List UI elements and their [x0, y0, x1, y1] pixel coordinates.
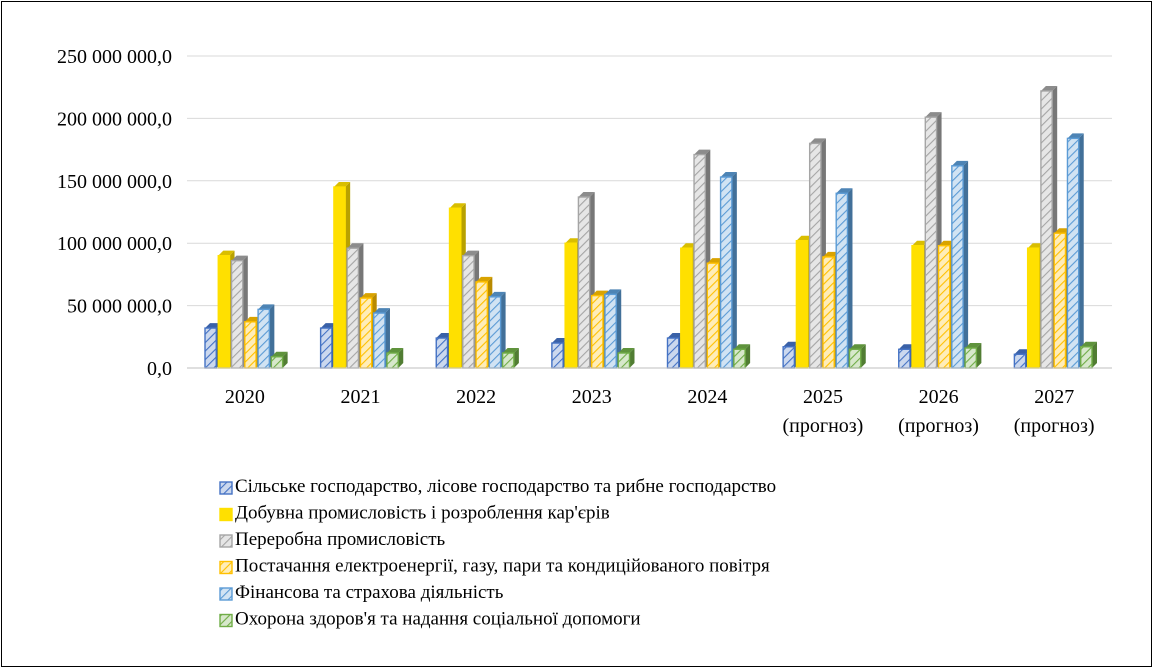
y-tick-label: 50 000 000,0 — [67, 296, 172, 318]
y-tick-label: 100 000 000,0 — [57, 233, 172, 255]
x-tick-label: 2027 — [1034, 386, 1074, 408]
x-tick-label: 2024 — [687, 386, 727, 408]
bar — [719, 172, 737, 369]
x-axis: 2020 2021 2022 2023 2024 2025 (прогноз) 2026 (пр… — [187, 367, 1112, 437]
bar — [257, 304, 275, 369]
legend-item: Добувна промисловість і розроблення кар'… — [219, 503, 610, 524]
legend-label: Охорона здоров'я та надання соціальної д… — [235, 609, 641, 630]
bar — [501, 348, 519, 369]
y-axis-tick-labels: 0,0 50 000 000,0 100 000 000,0 150 000 000,… — [57, 46, 172, 380]
legend-item: Постачання електроенергії, газу, пари та… — [219, 556, 770, 577]
bar — [1080, 341, 1097, 369]
gridlines — [187, 55, 1112, 369]
legend-item: Охорона здоров'я та надання соціальної д… — [219, 609, 641, 630]
bar — [604, 289, 622, 369]
bar — [1066, 133, 1084, 369]
x-tick-label: 2020 — [225, 386, 265, 408]
x-tick-label: (прогноз) — [1014, 415, 1095, 437]
x-tick-label: 2021 — [340, 386, 380, 408]
x-tick-label: 2023 — [572, 386, 612, 408]
y-tick-label: 200 000 000,0 — [57, 108, 172, 130]
y-tick-label: 250 000 000,0 — [57, 46, 172, 68]
bars — [204, 85, 1097, 369]
legend-label: Переробна промисловість — [235, 529, 446, 550]
bar — [733, 344, 751, 369]
legend-item: Сільське господарство, лісове господарст… — [219, 476, 776, 497]
legend-item: Переробна промисловість — [219, 529, 446, 550]
legend-label: Постачання електроенергії, газу, пари та… — [235, 556, 770, 577]
legend-swatch — [219, 534, 233, 548]
legend-label: Сільське господарство, лісове господарст… — [235, 476, 776, 497]
y-tick-label: 0,0 — [147, 358, 172, 380]
legend-swatch — [219, 481, 233, 495]
x-tick-label: 2025 — [803, 386, 843, 408]
legend-swatch — [219, 507, 233, 522]
bar — [951, 160, 969, 369]
legend-swatch — [219, 560, 233, 575]
legend-item: Фінансова та страхова діяльність — [219, 582, 504, 603]
x-tick-label: 2026 — [919, 386, 959, 408]
x-tick-label: 2022 — [456, 386, 496, 408]
legend-swatch — [219, 613, 233, 628]
bar — [270, 351, 288, 369]
x-tick-label: (прогноз) — [783, 415, 864, 437]
x-tick-label: (прогноз) — [898, 415, 979, 437]
bar — [386, 348, 404, 369]
bar — [964, 343, 982, 369]
bar — [848, 344, 866, 369]
y-tick-label: 150 000 000,0 — [57, 171, 172, 193]
legend-swatch — [219, 587, 233, 601]
legend-label: Фінансова та страхова діяльність — [235, 582, 504, 603]
legend: Сільське господарство, лісове господарст… — [219, 476, 776, 630]
bar — [488, 291, 506, 369]
legend-label: Добувна промисловість і розроблення кар'… — [235, 503, 610, 524]
bar — [835, 188, 853, 369]
bar — [617, 348, 635, 369]
